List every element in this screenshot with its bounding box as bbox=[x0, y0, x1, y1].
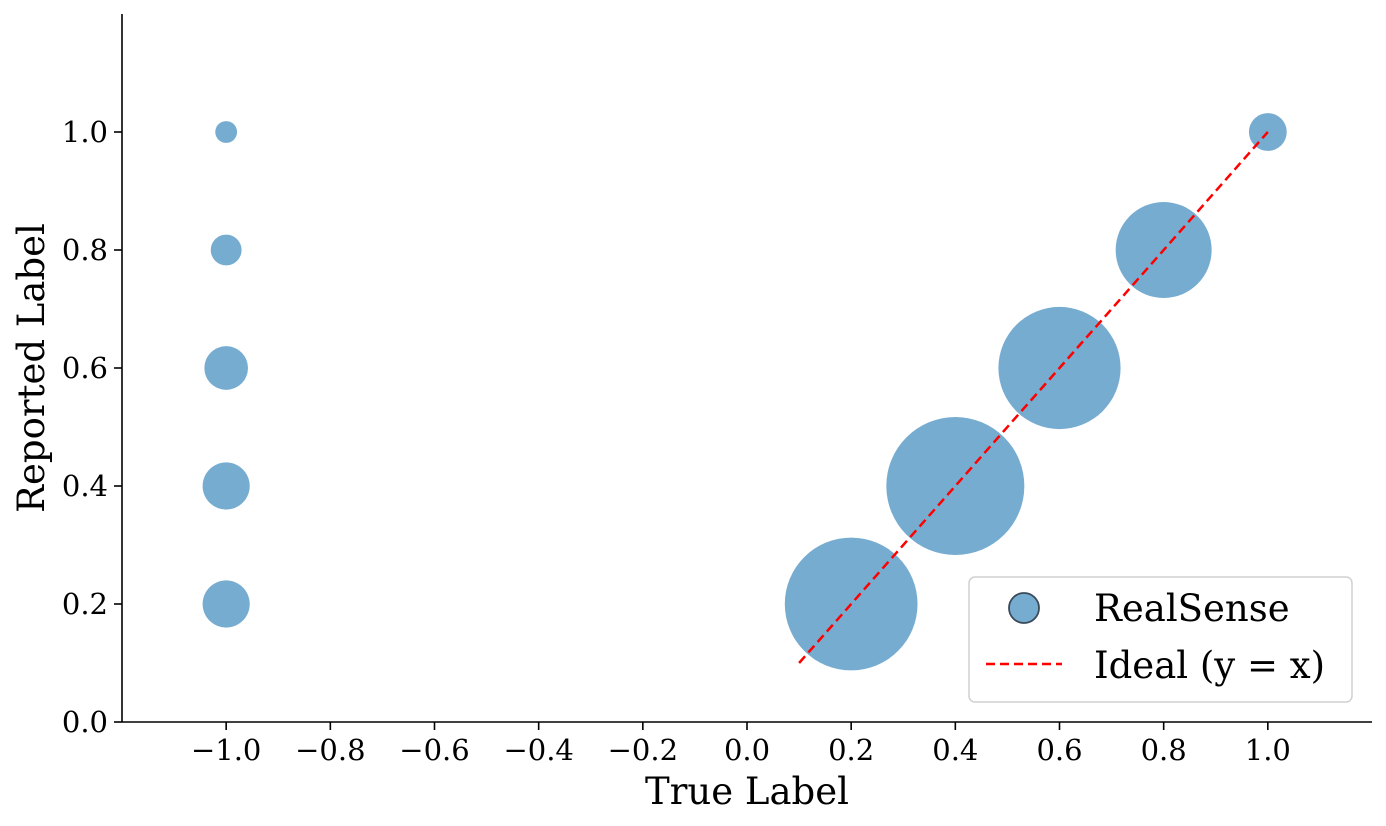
y-tick-label: 0.6 bbox=[62, 351, 108, 385]
bubble-point-2 bbox=[204, 346, 248, 390]
y-axis-label: Reported Label bbox=[10, 223, 53, 513]
y-tick-label: 0.0 bbox=[62, 705, 108, 739]
x-tick-label: 0.4 bbox=[932, 733, 978, 767]
x-tick-group: −1.0 −0.8 −0.6 −0.4 −0.2 0.0 0.2 0.4 0.6 0.8 1.0 bbox=[191, 722, 1291, 767]
x-tick-label: −1.0 bbox=[191, 733, 261, 767]
legend-label-realsense: RealSense bbox=[1094, 587, 1290, 630]
legend-frame bbox=[968, 576, 1353, 703]
x-tick-label: 0.6 bbox=[1036, 733, 1082, 767]
bubble-point-6 bbox=[886, 416, 1025, 556]
bubble-point-1 bbox=[210, 234, 242, 266]
legend: RealSense Ideal (y = x) bbox=[968, 576, 1353, 703]
legend-marker-realsense bbox=[1008, 592, 1040, 624]
y-tick-label: 0.2 bbox=[62, 587, 108, 621]
x-tick-label: −0.8 bbox=[295, 733, 365, 767]
y-tick-label: 0.8 bbox=[62, 233, 108, 267]
x-tick-label: 0.8 bbox=[1141, 733, 1187, 767]
x-tick-label: 0.0 bbox=[724, 733, 770, 767]
bubble-point-3 bbox=[202, 462, 250, 510]
ideal-line bbox=[798, 131, 1269, 664]
x-tick-label: −0.2 bbox=[608, 733, 678, 767]
legend-label-ideal: Ideal (y = x) bbox=[1094, 644, 1325, 687]
bubble-point-0 bbox=[215, 121, 238, 143]
x-tick-label: −0.6 bbox=[399, 733, 469, 767]
y-tick-label: 0.4 bbox=[62, 469, 108, 503]
y-tick-label: 1.0 bbox=[62, 115, 108, 149]
x-tick-label: −0.4 bbox=[503, 733, 573, 767]
x-axis-label: True Label bbox=[645, 770, 849, 813]
ideal-line-layer bbox=[798, 131, 1269, 664]
bubble-point-4 bbox=[202, 580, 250, 628]
x-tick-label: 0.2 bbox=[828, 733, 874, 767]
x-tick-label: 1.0 bbox=[1245, 733, 1291, 767]
y-tick-group: 0.0 0.2 0.4 0.6 0.8 1.0 bbox=[62, 115, 122, 739]
